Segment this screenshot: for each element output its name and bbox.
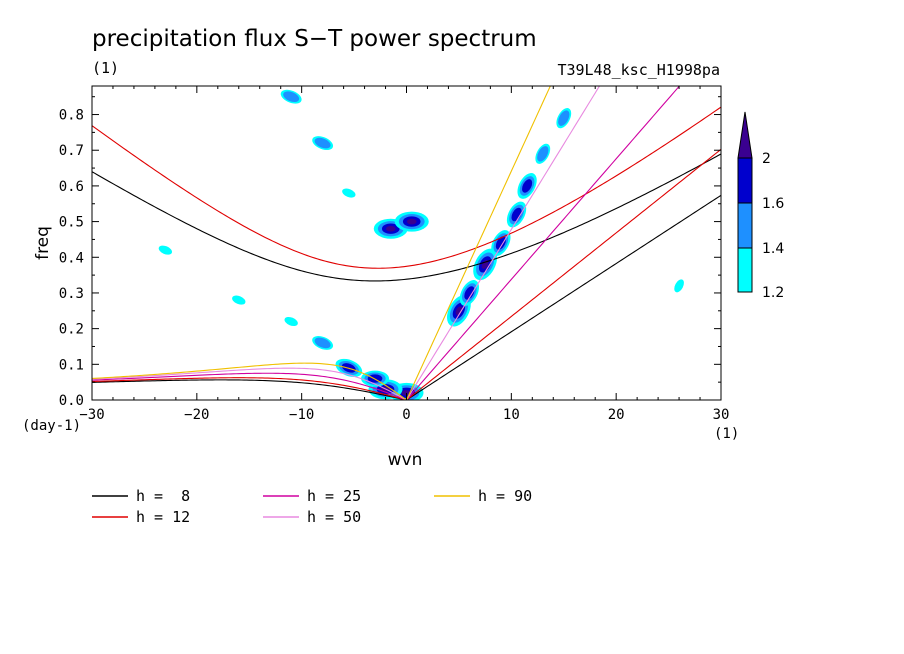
dispersion-curve-h12-kelvin	[406, 148, 721, 400]
x-axis-label: wvn	[388, 450, 423, 470]
colorbar-box-2	[737, 202, 753, 249]
y-tick-label: 0.4	[59, 250, 84, 266]
dispersion-curve-h25-kelvin	[406, 86, 681, 400]
plot-frame	[91, 85, 722, 401]
colorbar-label: 1.2	[762, 285, 784, 301]
dispersion-curve-h90-kelvin	[405, 86, 551, 400]
colorbar-box-1	[737, 247, 753, 293]
dispersion-curve-h8-kelvin	[406, 194, 721, 400]
legend-label: h = 12	[136, 508, 190, 526]
y-tick-label: 0.5	[59, 215, 84, 231]
colorbar-arrow	[737, 111, 753, 159]
axes: −30 −20 −10 0 10 20 30 0.0 0.1 0.2 0.3 0.4 0.5 0.6 0.7…	[59, 86, 730, 423]
legend-label: h = 90	[478, 487, 532, 505]
y-tick-label: 0.1	[59, 357, 84, 373]
spectral-blob-level-2	[314, 137, 331, 149]
y-axis-label: freq	[33, 226, 53, 260]
spectral-blob-level-4	[385, 225, 396, 232]
x-tick-label: 30	[713, 407, 730, 423]
legend-label: h = 8	[136, 487, 190, 505]
colorbar-label: 2	[762, 151, 771, 167]
colorbar: 1.2 1.4 1.6 2	[737, 111, 784, 301]
dispersion-curve-h8-rossby	[92, 379, 407, 400]
spectral-blob-level-1	[284, 316, 298, 327]
y-tick-label: 0.3	[59, 286, 84, 302]
y-tick-label: 0.6	[59, 179, 84, 195]
dispersion-curve-h12-ig	[92, 106, 721, 269]
spectral-blob-level-2	[558, 110, 570, 126]
y-tick-label: 0.7	[59, 143, 84, 159]
dispersion-curves	[92, 86, 721, 400]
legend: h = 8 h = 12 h = 25 h = 50 h = 90	[92, 487, 532, 526]
x-tick-label: −20	[184, 407, 209, 423]
spectral-blob-level-4	[406, 218, 417, 225]
dispersion-curve-h90-rossby	[92, 362, 407, 400]
y-unit-label: (day-1)	[22, 418, 81, 434]
x-tick-label: −30	[79, 407, 104, 423]
spectral-blob-level-3	[464, 286, 475, 300]
spectral-blob-level-2	[537, 146, 549, 162]
colorbar-label: 1.6	[762, 196, 784, 212]
chart-subtitle-left: (1)	[92, 59, 119, 77]
spectral-blob-level-1	[158, 245, 173, 255]
spectral-blob-level-2	[283, 91, 300, 102]
dispersion-curve-h8-ig	[92, 153, 721, 282]
y-tick-label: 0.0	[59, 393, 84, 409]
chart-title: precipitation flux S−T power spectrum	[92, 26, 537, 52]
colorbar-label: 1.4	[762, 241, 784, 257]
spectral-blob-level-1	[342, 188, 356, 198]
x-unit-label: (1)	[714, 426, 739, 442]
dispersion-curve-h25-rossby	[92, 372, 407, 400]
x-tick-label: 10	[503, 407, 520, 423]
spectral-blob-level-1	[674, 279, 684, 293]
colorbar-box-3	[737, 157, 753, 204]
chart-subtitle-right: T39L48_ksc_H1998pa	[557, 61, 720, 79]
spectral-blob-level-2	[314, 337, 331, 349]
dispersion-curve-h12-rossby	[92, 377, 407, 400]
dispersion-curve-h50-kelvin	[406, 86, 601, 400]
x-tick-label: −10	[289, 407, 314, 423]
legend-label: h = 25	[307, 487, 361, 505]
spectral-blob-level-1	[232, 295, 246, 305]
x-tick-label: 0	[402, 407, 410, 423]
spectral-contours	[158, 89, 684, 400]
x-tick-label: 20	[608, 407, 625, 423]
spectral-blob-level-3	[495, 236, 506, 250]
spectral-blob-level-3	[522, 179, 533, 193]
legend-label: h = 50	[307, 508, 361, 526]
dispersion-curve-h50-rossby	[92, 367, 407, 400]
y-tick-label: 0.8	[59, 108, 84, 124]
y-tick-label: 0.2	[59, 322, 84, 338]
